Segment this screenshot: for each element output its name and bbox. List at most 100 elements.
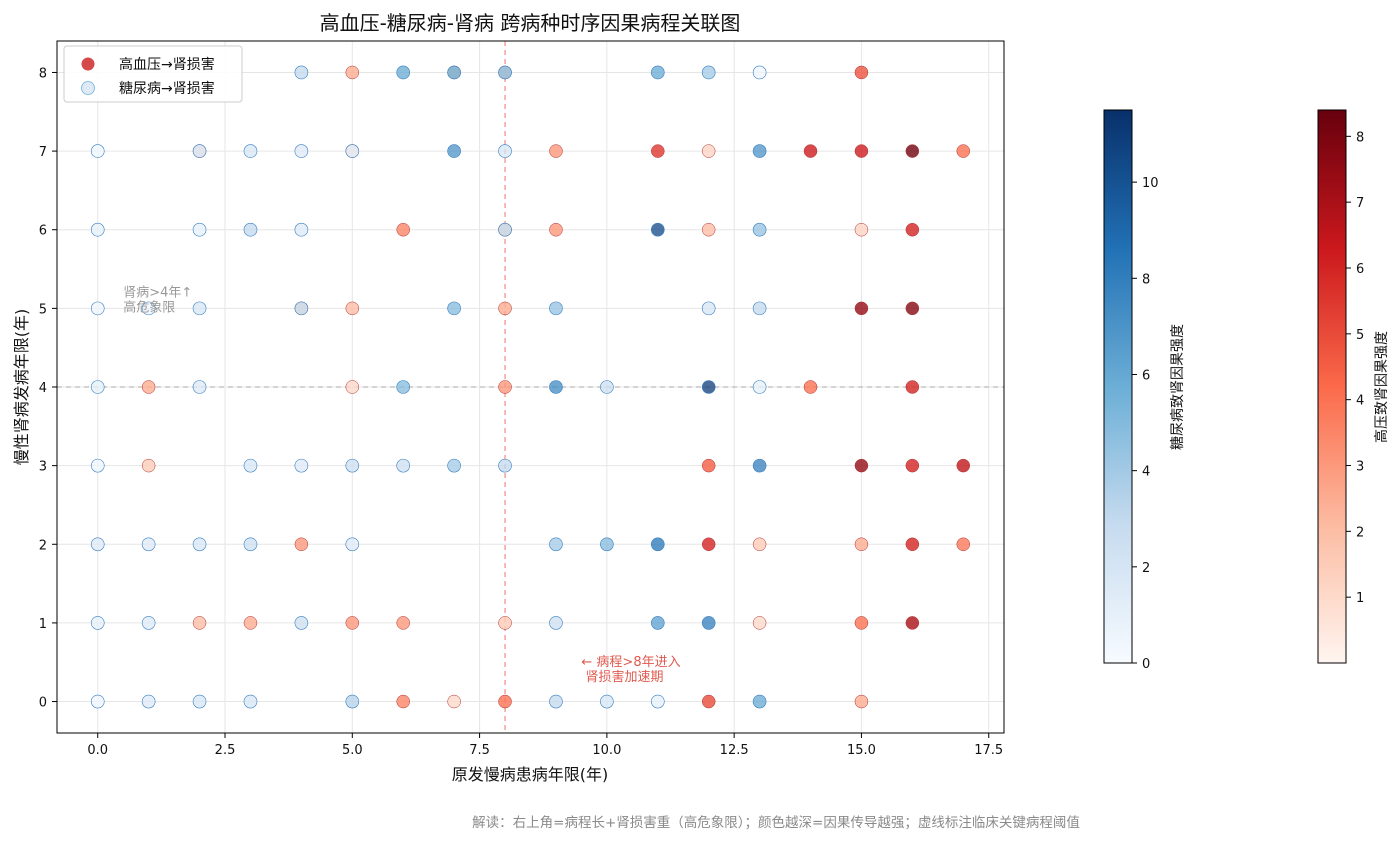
point-diabetes — [549, 380, 563, 394]
colorbar-hypertension: 1 2 3 4 5 6 7 8 高压致肾因果强度 — [1317, 109, 1390, 664]
footnote: 解读：右上角=病程长+肾损害重（高危象限）；颜色越深=因果传导越强；虚线标注临床… — [472, 814, 1080, 831]
colorbar-diabetes-gradient — [1103, 109, 1133, 664]
point-diabetes — [141, 694, 156, 709]
legend-label-diabetes: 糖尿病→肾损害 — [119, 81, 215, 97]
point-hypertension — [905, 616, 920, 630]
point-diabetes — [192, 694, 207, 709]
point-hypertension — [549, 144, 563, 158]
colorbar-diabetes-ticks: 0 2 4 6 8 10 — [1132, 176, 1159, 672]
annotation-ann_course: ← 病程>8年进入 肾损害加速期 — [581, 655, 680, 685]
colorbar-tick-label: 1 — [1356, 591, 1364, 606]
point-hypertension — [905, 144, 920, 158]
point-diabetes — [90, 380, 105, 394]
colorbar-tick-label: 2 — [1142, 561, 1150, 576]
point-diabetes — [549, 301, 563, 316]
point-hypertension — [905, 380, 920, 394]
point-diabetes — [650, 537, 665, 552]
point-diabetes — [600, 380, 614, 394]
point-hypertension — [141, 380, 156, 394]
point-diabetes — [294, 65, 309, 80]
point-hypertension — [854, 537, 869, 552]
point-diabetes — [752, 222, 767, 237]
point-diabetes — [498, 144, 512, 158]
point-diabetes — [701, 380, 716, 394]
x-axis-label: 原发慢病患病年限(年) — [452, 765, 609, 784]
point-hypertension — [192, 616, 207, 630]
colorbar-tick-label: 8 — [1142, 272, 1150, 287]
point-diabetes — [650, 222, 665, 237]
point-hypertension — [854, 301, 869, 316]
point-hypertension — [345, 65, 360, 80]
point-diabetes — [752, 694, 767, 709]
point-diabetes — [294, 144, 309, 158]
point-hypertension — [498, 616, 512, 630]
x-tick-label: 10.0 — [592, 743, 621, 758]
y-tick-label: 6 — [39, 224, 47, 239]
point-diabetes — [243, 144, 258, 158]
point-hypertension — [651, 144, 665, 158]
point-diabetes — [600, 537, 614, 552]
colorbar-tick-label: 10 — [1142, 176, 1159, 191]
point-diabetes — [141, 616, 156, 630]
point-diabetes — [447, 458, 461, 473]
point-diabetes — [243, 694, 258, 709]
legend: 高血压→肾损害 糖尿病→肾损害 — [63, 45, 243, 103]
colorbar-tick-label: 4 — [1142, 465, 1150, 480]
colorbar-tick-label: 0 — [1142, 657, 1150, 672]
x-tick-label: 17.5 — [974, 743, 1003, 758]
point-hypertension — [956, 144, 971, 158]
point-diabetes — [294, 301, 309, 316]
legend-marker-hypertension — [81, 57, 95, 71]
point-hypertension — [854, 65, 869, 80]
point-diabetes — [192, 301, 207, 316]
point-diabetes — [192, 537, 207, 552]
point-diabetes — [294, 458, 309, 473]
y-tick-label: 3 — [39, 460, 47, 475]
point-diabetes — [447, 301, 461, 316]
point-diabetes — [752, 301, 767, 316]
point-diabetes — [447, 65, 461, 80]
point-diabetes — [294, 616, 309, 630]
point-hypertension — [701, 537, 716, 552]
point-diabetes — [549, 616, 563, 630]
colorbar-diabetes: 0 2 4 6 8 10 糖尿病致肾因果强度 — [1103, 109, 1186, 672]
point-diabetes — [447, 144, 461, 158]
x-tick-label: 2.5 — [215, 743, 236, 758]
point-hypertension — [701, 458, 716, 473]
annotations: 肾病>4年↑高危象限 ← 病程>8年进入 肾损害加速期 — [123, 286, 680, 686]
point-hypertension — [498, 380, 512, 394]
point-hypertension — [549, 222, 563, 237]
point-hypertension — [498, 301, 512, 316]
point-diabetes — [345, 458, 360, 473]
point-hypertension — [701, 694, 716, 709]
x-tick-label: 0.0 — [87, 743, 108, 758]
colorbar-hypertension-label: 高压致肾因果强度 — [1373, 331, 1390, 443]
y-tick-label: 2 — [39, 538, 47, 553]
legend-label-hypertension: 高血压→肾损害 — [119, 56, 215, 73]
point-diabetes — [90, 458, 105, 473]
point-hypertension — [956, 537, 971, 552]
colorbar-tick-label: 5 — [1356, 328, 1364, 343]
point-hypertension — [752, 537, 767, 552]
y-tick-label: 1 — [39, 617, 47, 632]
colorbar-hypertension-ticks: 1 2 3 4 5 6 7 8 — [1346, 130, 1364, 606]
point-diabetes — [701, 65, 716, 80]
point-diabetes — [650, 65, 665, 80]
point-hypertension — [396, 694, 410, 709]
point-diabetes — [90, 616, 105, 630]
point-hypertension — [956, 458, 971, 473]
point-hypertension — [905, 222, 920, 237]
x-tick-label: 5.0 — [342, 743, 363, 758]
point-hypertension — [905, 537, 920, 552]
point-hypertension — [803, 380, 818, 394]
point-hypertension — [396, 222, 410, 237]
point-hypertension — [345, 380, 360, 394]
point-hypertension — [498, 694, 512, 709]
point-diabetes — [549, 694, 563, 709]
y-axis-ticks: 0 1 2 3 4 5 6 7 8 — [39, 66, 57, 711]
point-hypertension — [396, 616, 410, 630]
x-axis-ticks: 0.0 2.5 5.0 7.5 10.0 12.5 15.0 17.5 — [87, 733, 1003, 758]
point-hypertension — [854, 616, 869, 630]
